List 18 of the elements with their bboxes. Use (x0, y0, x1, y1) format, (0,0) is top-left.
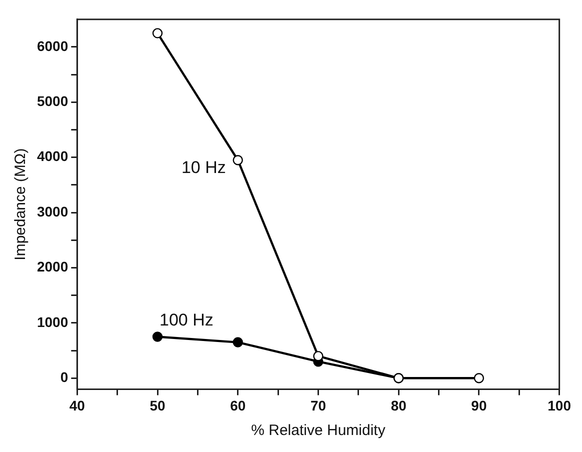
y-tick-label: 3000 (36, 203, 68, 220)
x-tick-label: 80 (390, 397, 407, 414)
y-tick-label: 0 (60, 369, 68, 386)
x-tick-label: 50 (150, 397, 166, 414)
y-tick-label: 1000 (36, 314, 68, 330)
y-tick-label: 2000 (36, 258, 68, 275)
series-label: 10 Hz (181, 158, 226, 177)
series-label: 100 Hz (160, 310, 214, 330)
y-tick-label: 5000 (36, 93, 68, 110)
x-tick-label: 70 (310, 397, 326, 414)
x-tick-label: 90 (471, 397, 487, 414)
x-tick-label: 60 (230, 397, 246, 414)
y-axis-title: Impedance (MΩ) (12, 148, 30, 260)
y-tick-label: 4000 (36, 148, 68, 164)
x-tick-label: 100 (548, 397, 572, 414)
x-axis-title: % Relative Humidity (251, 422, 386, 440)
y-tick-label: 6000 (36, 38, 68, 54)
x-tick-label: 40 (69, 397, 86, 414)
